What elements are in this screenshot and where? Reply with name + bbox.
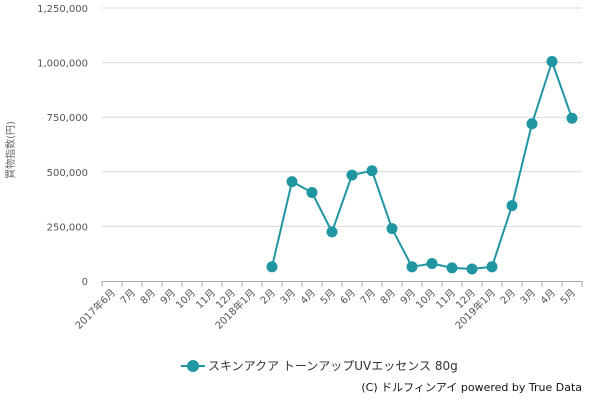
series-line <box>271 60 573 270</box>
x-tick-label: 2月 <box>258 287 278 307</box>
gridlines <box>102 7 582 227</box>
x-tick-label: 3月 <box>518 287 538 307</box>
series-layer <box>266 56 578 275</box>
data-point[interactable] <box>426 258 438 270</box>
y-axis-title: 買物指数(円) <box>4 121 17 179</box>
credit-text: (C) ドルフィンアイ powered by True Data <box>361 381 582 394</box>
x-tick-label: 5月 <box>318 287 338 307</box>
x-tick-label: 10月 <box>414 287 439 312</box>
x-tick-label: 2月 <box>498 287 518 307</box>
x-tick-label: 10月 <box>174 287 199 312</box>
x-tick-label: 11月 <box>434 287 459 312</box>
data-point[interactable] <box>366 165 378 177</box>
data-point[interactable] <box>306 187 318 199</box>
x-tick-label: 4月 <box>538 287 558 307</box>
x-tick-label: 7月 <box>358 287 378 307</box>
legend-marker <box>187 360 199 372</box>
data-point[interactable] <box>566 112 578 124</box>
x-tick-label: 3月 <box>278 287 298 307</box>
legend[interactable]: スキンアクア トーンアップUVエッセンス 80g <box>181 359 458 373</box>
data-point[interactable] <box>286 176 298 188</box>
legend-label[interactable]: スキンアクア トーンアップUVエッセンス 80g <box>208 359 458 373</box>
data-point[interactable] <box>266 261 278 273</box>
data-point[interactable] <box>406 261 418 273</box>
data-point[interactable] <box>466 263 478 275</box>
data-point[interactable] <box>546 56 558 68</box>
data-point[interactable] <box>346 169 358 181</box>
data-point[interactable] <box>386 223 398 235</box>
y-tick-label: 1,000,000 <box>37 59 88 70</box>
y-tick-label: 250,000 <box>47 222 88 233</box>
x-tick-label: 11月 <box>194 287 219 312</box>
data-point[interactable] <box>446 262 458 274</box>
x-tick-label: 8月 <box>378 287 398 307</box>
y-tick-label: 1,250,000 <box>37 4 88 15</box>
data-point[interactable] <box>526 118 538 130</box>
y-axis-ticks: 0 250,000 500,000 750,000 1,000,000 1,250,000 <box>37 4 88 288</box>
x-tick-label: 6月 <box>338 287 358 307</box>
x-tick-label: 8月 <box>138 287 158 307</box>
x-tick-label: 5月 <box>558 287 578 307</box>
y-tick-label: 500,000 <box>47 168 88 179</box>
x-tick-label: 2017年6月 <box>72 286 118 332</box>
x-tick-label: 4月 <box>298 287 318 307</box>
x-tick-label: 7月 <box>118 287 138 307</box>
data-point[interactable] <box>486 261 498 273</box>
y-tick-label: 0 <box>82 277 88 288</box>
data-point[interactable] <box>326 226 338 238</box>
data-point[interactable] <box>506 200 518 212</box>
y-tick-label: 750,000 <box>47 113 88 124</box>
